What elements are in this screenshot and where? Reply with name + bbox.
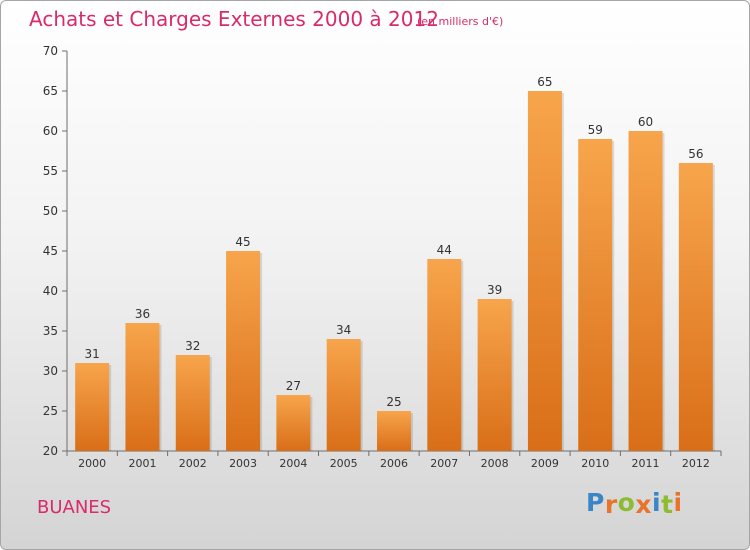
x-tick-label: 2009 xyxy=(531,457,559,470)
x-tick-label: 2000 xyxy=(78,457,106,470)
bar xyxy=(276,395,311,451)
logo-letter: P xyxy=(586,488,605,517)
y-tick-label: 45 xyxy=(43,244,58,258)
bar-value-label: 27 xyxy=(286,379,301,393)
bar-value-label: 36 xyxy=(135,307,150,321)
logo-letter: i xyxy=(673,488,683,517)
bar-value-label: 44 xyxy=(437,243,452,257)
y-tick-label: 40 xyxy=(43,284,58,298)
y-tick-label: 70 xyxy=(43,44,58,58)
bar-value-label: 32 xyxy=(185,339,200,353)
y-tick-label: 65 xyxy=(43,84,58,98)
x-tick-label: 2007 xyxy=(430,457,458,470)
bar xyxy=(477,299,512,451)
bar-value-label: 56 xyxy=(688,147,703,161)
y-tick-label: 35 xyxy=(43,324,58,338)
logo-letter: t xyxy=(661,490,674,519)
bar-value-label: 39 xyxy=(487,283,502,297)
commune-name: BUANES xyxy=(37,497,112,518)
bar xyxy=(326,339,361,451)
y-tick-label: 55 xyxy=(43,164,58,178)
x-tick-label: 2001 xyxy=(128,457,156,470)
x-tick-label: 2012 xyxy=(682,457,710,470)
bar xyxy=(678,163,713,451)
bar xyxy=(175,355,210,451)
bar xyxy=(527,91,562,451)
bar-value-label: 60 xyxy=(638,115,653,129)
chart-subtitle: (en milliers d'€) xyxy=(417,15,504,28)
bar xyxy=(226,251,261,451)
y-tick-label: 60 xyxy=(43,124,58,138)
x-tick-label: 2003 xyxy=(229,457,257,470)
logo-letter: i xyxy=(652,488,662,517)
bar xyxy=(628,131,663,451)
bar-value-label: 31 xyxy=(85,347,100,361)
bar-value-label: 65 xyxy=(537,75,552,89)
bar-value-label: 59 xyxy=(588,123,603,137)
bar xyxy=(427,259,462,451)
x-tick-label: 2004 xyxy=(279,457,307,470)
chart-title: Achats et Charges Externes 2000 à 2012 xyxy=(29,7,439,31)
bar xyxy=(75,363,110,451)
y-tick-label: 30 xyxy=(43,364,58,378)
logo-letter: r xyxy=(604,490,618,519)
logo-letter: o xyxy=(617,488,636,517)
bar xyxy=(125,323,160,451)
x-tick-label: 2010 xyxy=(581,457,609,470)
x-tick-label: 2008 xyxy=(481,457,509,470)
x-tick-label: 2005 xyxy=(330,457,358,470)
x-tick-label: 2006 xyxy=(380,457,408,470)
bar-value-label: 34 xyxy=(336,323,351,337)
y-tick-label: 25 xyxy=(43,404,58,418)
proxiti-logo: Proxiti xyxy=(586,488,683,519)
x-tick-label: 2002 xyxy=(179,457,207,470)
bar-value-label: 45 xyxy=(235,235,250,249)
bar xyxy=(578,139,613,451)
bar xyxy=(377,411,411,451)
y-tick-label: 50 xyxy=(43,204,58,218)
x-tick-label: 2011 xyxy=(632,457,660,470)
y-tick-label: 20 xyxy=(43,444,58,458)
bar-value-label: 25 xyxy=(386,395,401,409)
logo-letter: x xyxy=(635,490,652,519)
